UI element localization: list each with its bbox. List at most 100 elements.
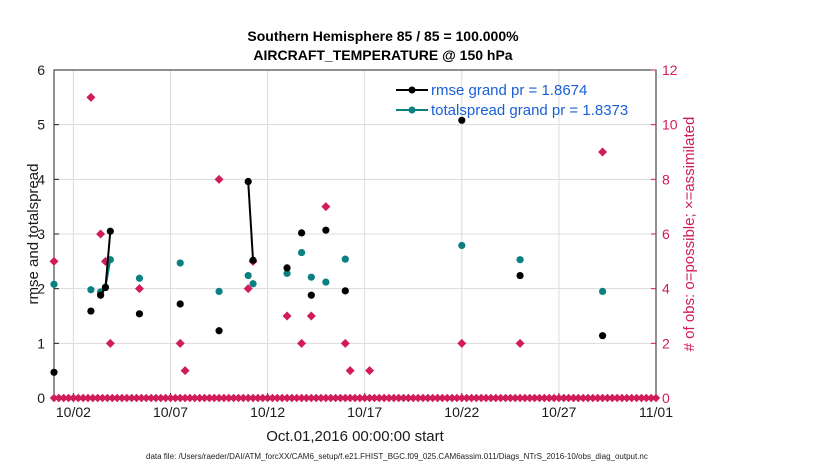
- obs-count-zero-marker: [447, 393, 457, 403]
- rmse-point: [101, 283, 110, 292]
- spread-point: [135, 274, 144, 282]
- obs-count-zero-marker: [360, 393, 369, 403]
- obs-count-zero-marker: [515, 393, 525, 403]
- obs-count-marker: [515, 338, 525, 348]
- obs-count-zero-marker: [443, 393, 452, 403]
- obs-count-marker: [105, 338, 115, 348]
- obs-count-marker: [49, 256, 59, 266]
- obs-count-zero-marker: [74, 393, 83, 403]
- obs-count-zero-marker: [277, 393, 287, 403]
- spread-point: [458, 241, 466, 250]
- obs-count-zero-marker: [554, 393, 564, 403]
- obs-count-zero-marker: [161, 393, 170, 403]
- obs-count-zero-marker: [268, 393, 277, 403]
- rmse-point: [106, 227, 114, 235]
- y2-tick-label: 6: [662, 226, 670, 242]
- obs-count-marker: [297, 338, 307, 348]
- obs-count-zero-marker: [496, 393, 505, 403]
- spread-point: [244, 271, 252, 280]
- obs-count-zero-marker: [112, 393, 122, 403]
- obs-count-zero-marker: [151, 393, 161, 403]
- obs-count-zero-marker: [559, 393, 568, 403]
- obs-count-zero-marker: [248, 393, 258, 403]
- obs-count-zero-marker: [321, 393, 331, 403]
- rmse-point: [87, 307, 95, 315]
- spread-point: [307, 273, 315, 281]
- obs-count-zero-marker: [535, 393, 544, 403]
- legend-rmse-label: rmse grand pr = 1.8674: [431, 82, 587, 99]
- obs-count-marker: [86, 92, 96, 102]
- y-tick-label: 6: [37, 62, 45, 78]
- x-tick-label: 10/27: [541, 404, 576, 420]
- obs-count-zero-marker: [132, 393, 141, 403]
- obs-count-marker: [214, 174, 224, 184]
- y2-tick-label: 0: [662, 390, 670, 406]
- obs-count-zero-marker: [583, 393, 593, 403]
- obs-count-zero-marker: [176, 393, 185, 403]
- obs-count-zero-marker: [54, 393, 64, 403]
- obs-count-zero-marker: [379, 393, 389, 403]
- data-file-footer: data file: /Users/raeder/DAI/ATM_forcXX/…: [146, 452, 648, 461]
- obs-count-zero-marker: [627, 393, 636, 403]
- obs-count-zero-marker: [588, 393, 598, 403]
- x-axis: 10/02 10/07 10/12 10/17 10/22 10/27 11/01: [56, 393, 673, 420]
- obs-count-zero-marker: [511, 393, 520, 403]
- obs-count-zero-marker: [549, 393, 559, 403]
- obs-count-marker: [345, 366, 355, 376]
- rmse-point: [283, 264, 291, 272]
- obs-count-zero-marker: [64, 393, 73, 403]
- obs-count-zero-marker: [457, 393, 467, 403]
- obs-count-zero-marker: [282, 393, 292, 403]
- y2-axis-label: # of obs: o=possible; ×=assimilated: [681, 117, 698, 352]
- y-axis-label: rmse and totalspread: [25, 164, 42, 305]
- rmse-point: [322, 226, 330, 234]
- spread-point: [249, 280, 257, 288]
- obs-count-zero-marker: [622, 393, 632, 403]
- spread-point: [322, 278, 330, 286]
- obs-count-zero-marker: [598, 393, 607, 403]
- obs-count-zero-marker: [297, 393, 306, 403]
- obs-count-zero-marker: [384, 393, 394, 403]
- obs-count-zero-marker: [355, 393, 365, 403]
- obs-count-zero-marker: [525, 393, 534, 403]
- rmse-point: [50, 368, 58, 376]
- obs-count-zero-marker: [311, 393, 321, 403]
- y-tick-label: 5: [37, 117, 45, 133]
- rmse-line: [247, 181, 255, 261]
- y-tick-label: 3: [37, 226, 45, 242]
- obs-count-zero-marker: [234, 393, 243, 403]
- obs-count-zero-marker: [341, 393, 350, 403]
- obs-count-zero-marker: [229, 393, 238, 403]
- obs-count-zero-marker: [307, 393, 316, 403]
- y-axis-right: 0 2 4 6 8 10 12: [651, 62, 678, 406]
- obs-count-zero-marker: [122, 393, 132, 403]
- obs-count-zero-marker: [316, 393, 326, 403]
- obs-count-zero-marker: [127, 393, 136, 403]
- spread-point: [283, 269, 291, 277]
- obs-count-zero-marker: [171, 393, 180, 403]
- obs-count-zero-marker: [433, 393, 442, 403]
- obs-count-zero-marker: [93, 393, 102, 403]
- obs-count-marker: [365, 366, 375, 376]
- obs-count-zero-marker: [530, 393, 539, 403]
- obs-count-marker: [243, 284, 253, 294]
- obs-count-zero-marker: [263, 393, 272, 403]
- obs-count-zero-marker: [273, 393, 282, 403]
- obs-count-zero-marker: [331, 393, 340, 403]
- obs-count-zero-marker: [394, 393, 403, 403]
- rmse-point: [307, 291, 315, 299]
- obs-count-zero-marker: [200, 393, 209, 403]
- obs-count-zero-marker: [258, 393, 267, 403]
- obs-count-marker: [321, 202, 331, 212]
- obs-count-zero-marker: [540, 393, 549, 403]
- y2-tick-label: 2: [662, 335, 670, 351]
- obs-count-zero-marker: [214, 393, 224, 403]
- obs-count-zero-marker: [574, 393, 583, 403]
- obs-count-zero-marker: [462, 393, 471, 403]
- x-tick-label: 10/02: [56, 404, 91, 420]
- y2-tick-label: 10: [662, 117, 678, 133]
- obs-count-marker: [340, 338, 350, 348]
- obs-count-zero-marker: [646, 393, 656, 403]
- spread-point: [50, 280, 58, 288]
